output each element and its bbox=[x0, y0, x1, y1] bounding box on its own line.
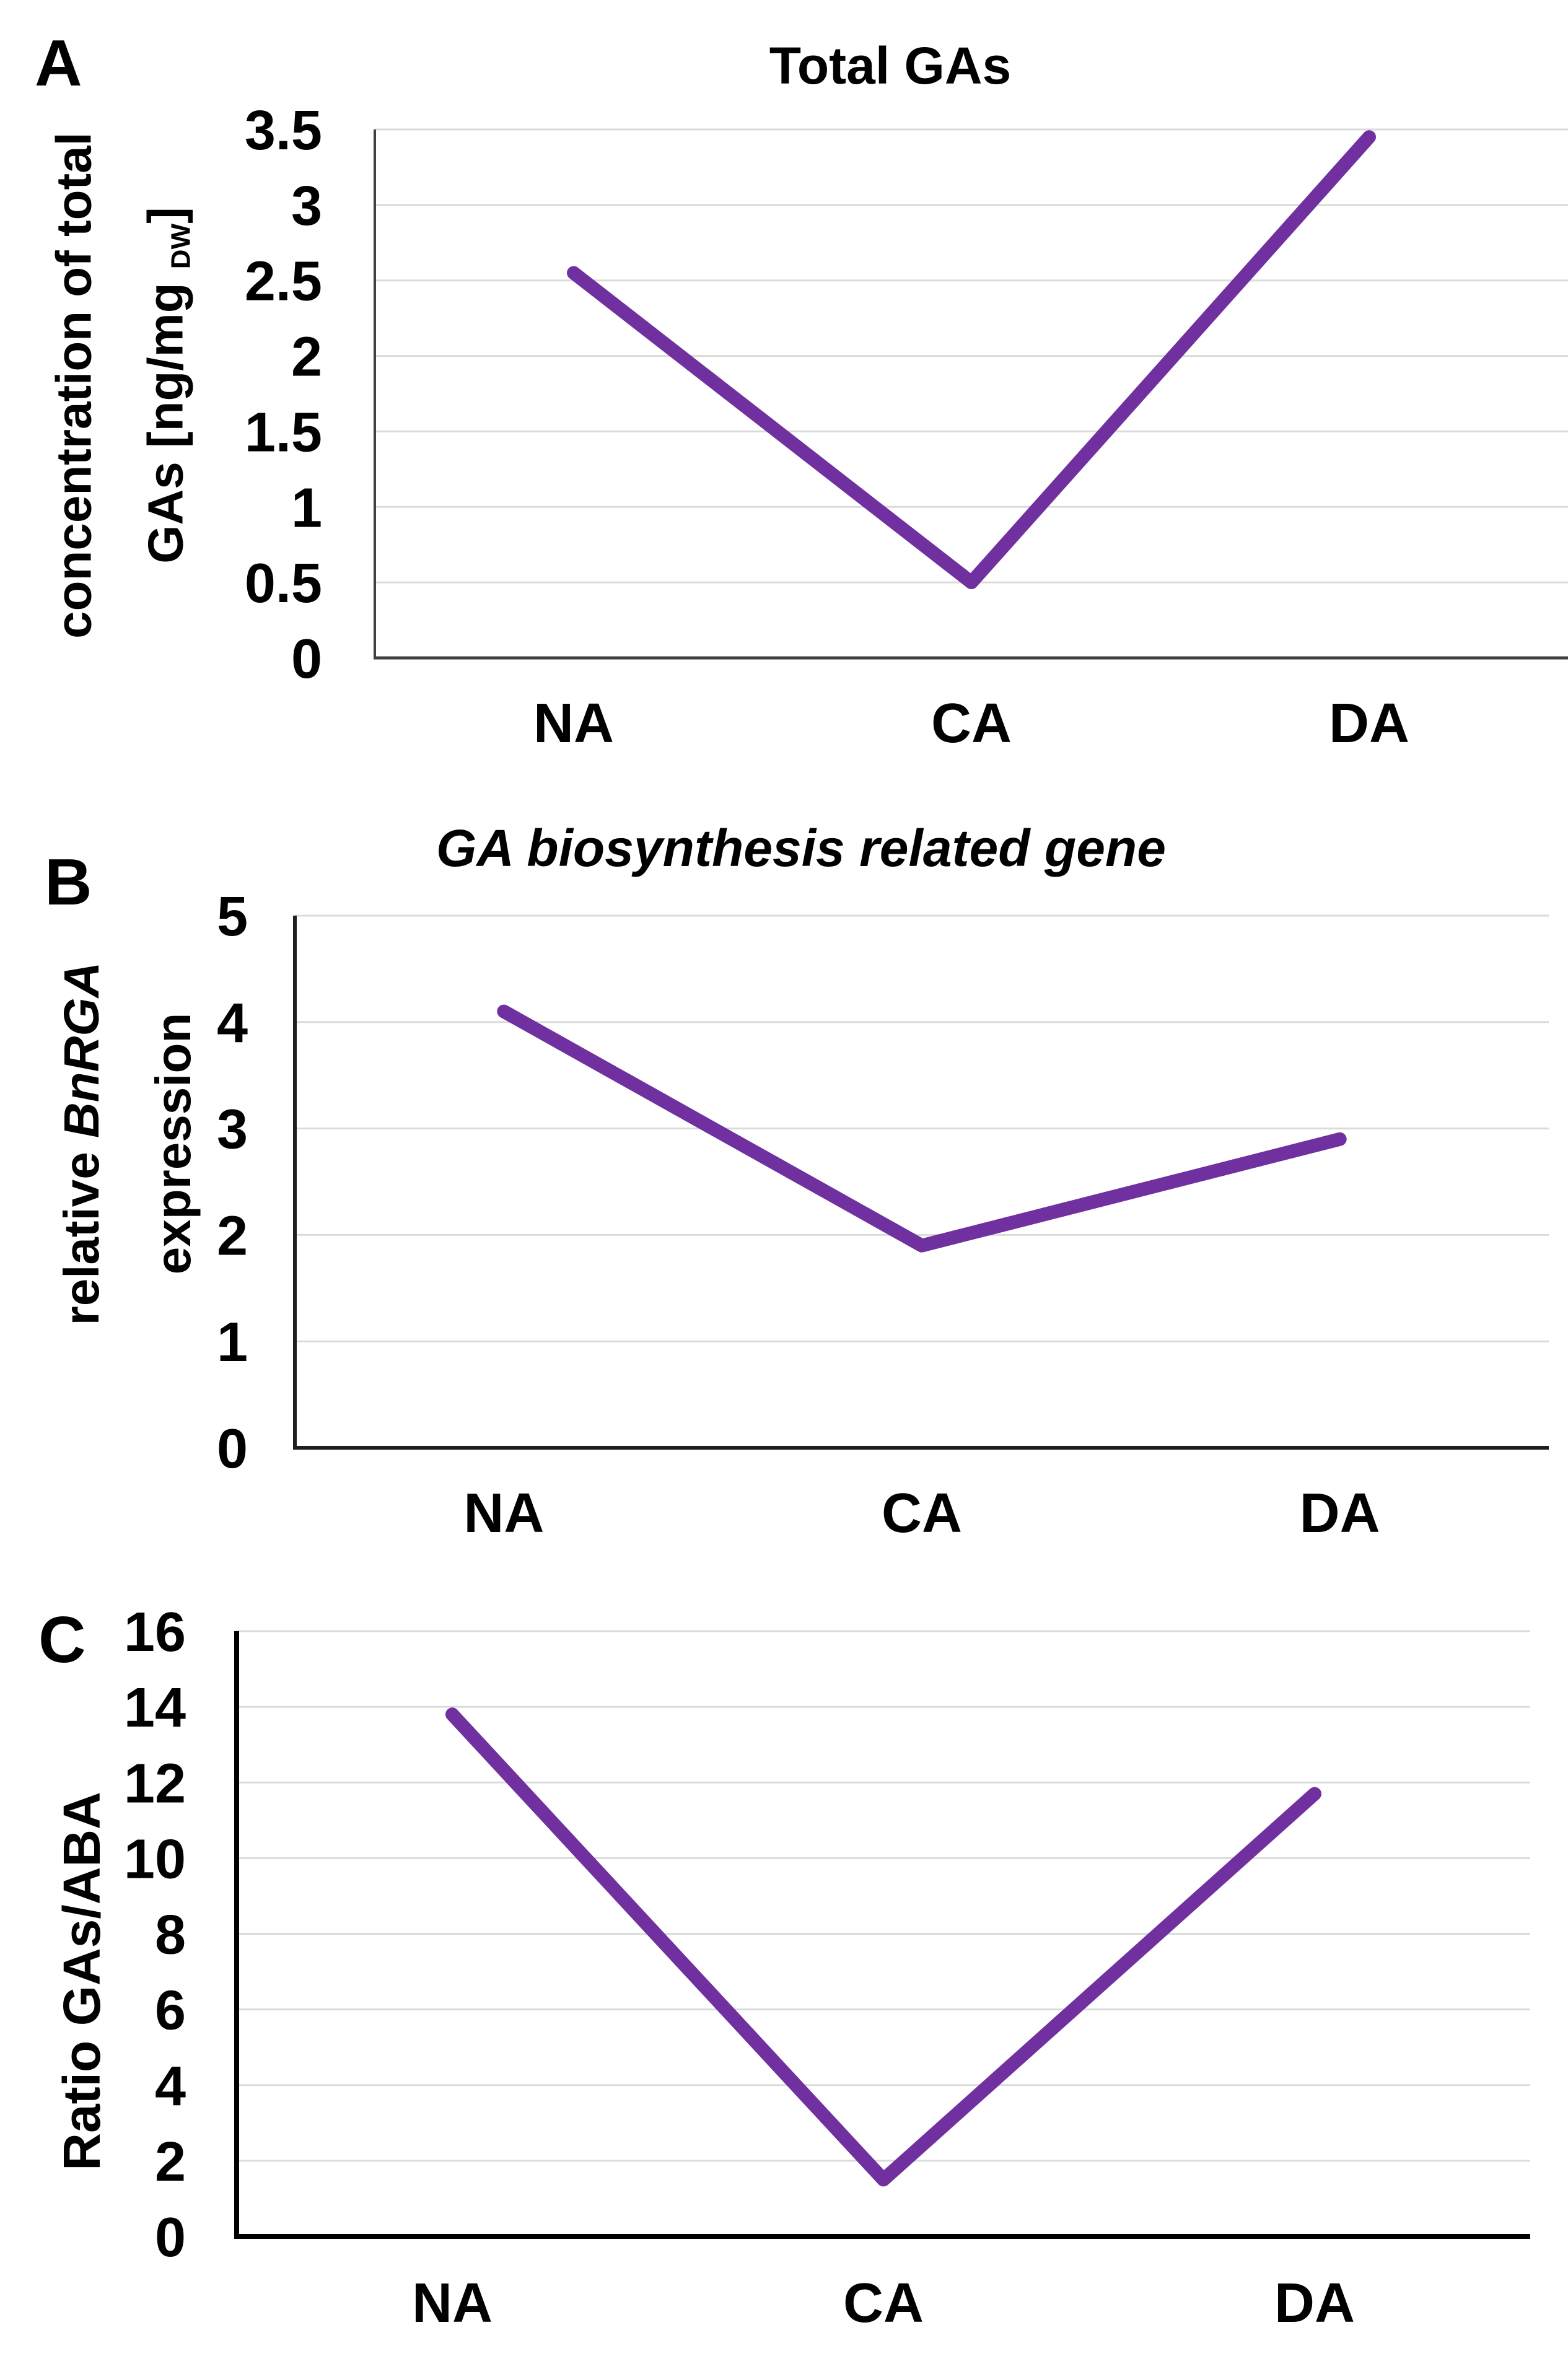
y-tick-label: 4 bbox=[155, 2056, 186, 2117]
y-tick-label: 12 bbox=[124, 1753, 186, 1815]
x-category-label: NA bbox=[463, 1482, 544, 1544]
y-tick-label: 1 bbox=[217, 1311, 248, 1373]
y-tick-label: 5 bbox=[217, 886, 248, 948]
y-tick-label: 10 bbox=[124, 1828, 186, 1890]
y-axis-title-segment: ] bbox=[138, 207, 193, 224]
y-tick-label: 0 bbox=[155, 2207, 186, 2269]
data-line bbox=[567, 130, 1376, 590]
y-axis-title-b: relative BnRGA expression bbox=[36, 962, 219, 1326]
data-line bbox=[445, 1707, 1321, 2187]
x-category-label: DA bbox=[1300, 1482, 1380, 1544]
y-tick-label: 3.5 bbox=[245, 100, 322, 162]
y-axis-title-segment: BnRGA bbox=[54, 961, 109, 1138]
y-tick-label: 0 bbox=[291, 628, 322, 690]
y-axis-title-segment: relative bbox=[54, 1138, 109, 1326]
panel-label-c: C bbox=[38, 1603, 86, 1676]
y-tick-label: 6 bbox=[155, 1980, 186, 2042]
chart-title-b: GA biosynthesis related gene bbox=[436, 819, 1166, 877]
x-category-label: DA bbox=[1329, 693, 1409, 755]
y-tick-label: 16 bbox=[124, 1601, 186, 1663]
panel-label-b: B bbox=[45, 846, 92, 919]
y-axis-title-segment: expression bbox=[146, 1012, 201, 1275]
y-tick-label: 8 bbox=[155, 1904, 186, 1966]
y-tick-label: 2 bbox=[291, 326, 322, 388]
panel-label-a: A bbox=[35, 27, 82, 100]
x-category-label: NA bbox=[412, 2272, 493, 2334]
y-tick-label: 1 bbox=[291, 477, 322, 539]
y-tick-label: 3 bbox=[217, 1099, 248, 1161]
y-tick-label: 2 bbox=[217, 1205, 248, 1267]
y-tick-label: 0.5 bbox=[245, 553, 322, 615]
y-tick-label: 4 bbox=[217, 992, 248, 1054]
y-axis-title-segment: GAs [ng/mg bbox=[138, 269, 193, 564]
panel-b-chart: 0 1 2 3 4 5 NA CA DA bbox=[217, 886, 1549, 1544]
x-category-label: CA bbox=[931, 693, 1012, 755]
y-tick-label: 2.5 bbox=[245, 251, 322, 313]
y-axis-title-c: Ratio GAs/ABA bbox=[52, 1792, 111, 2171]
y-tick-label: 14 bbox=[124, 1677, 186, 1739]
y-axis-title-segment: DW bbox=[165, 223, 196, 269]
x-category-label: NA bbox=[533, 693, 614, 755]
y-axis-title-segment: Ratio GAs/ABA bbox=[52, 1792, 111, 2171]
panel-a-chart: 0 0.5 1 1.5 2 2.5 3 3.5 NA CA DA bbox=[245, 100, 1568, 755]
y-tick-label: 1.5 bbox=[245, 401, 322, 463]
y-axis-title-segment: concentration of total bbox=[46, 132, 102, 639]
chart-title-a: Total GAs bbox=[769, 37, 1012, 95]
x-category-label: DA bbox=[1274, 2272, 1355, 2334]
y-axis-title-a: concentration of total GAs [ng/mg DW] bbox=[28, 132, 227, 639]
x-category-label: CA bbox=[843, 2272, 924, 2334]
y-tick-label: 0 bbox=[217, 1418, 248, 1480]
panel-c-chart: 0 2 4 6 8 10 12 14 16 NA CA DA bbox=[124, 1601, 1530, 2334]
data-line bbox=[497, 1004, 1347, 1253]
y-tick-label: 3 bbox=[291, 175, 322, 237]
y-tick-label: 2 bbox=[155, 2131, 186, 2193]
x-category-label: CA bbox=[882, 1482, 962, 1544]
